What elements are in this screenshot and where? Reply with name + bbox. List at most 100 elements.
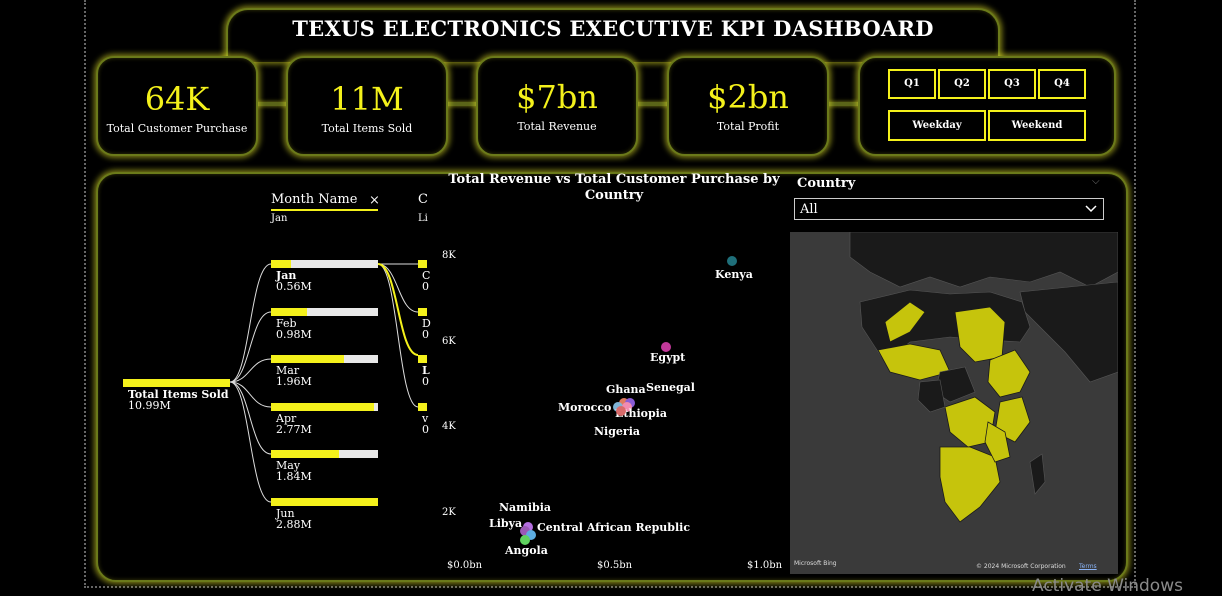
country-dropdown[interactable]: All xyxy=(794,198,1104,220)
decomp-child-label: D xyxy=(422,317,431,330)
decomp-child-bar[interactable] xyxy=(418,403,427,411)
connector xyxy=(443,102,477,106)
scatter-point[interactable] xyxy=(727,256,737,267)
decomp-month-name: Apr xyxy=(276,412,297,425)
map-land-mideast xyxy=(1019,281,1118,383)
decomp-month-bar[interactable] xyxy=(271,260,378,268)
connector xyxy=(633,102,669,106)
y-tick-label: 8K xyxy=(442,250,456,261)
slicer-q4-button[interactable]: Q4 xyxy=(1038,69,1086,99)
scatter-point-label: Ethiopia xyxy=(615,406,667,420)
decomp-link-highlight xyxy=(377,263,419,356)
scatter-point-label: Nigeria xyxy=(594,425,641,439)
decomp-link xyxy=(229,381,272,455)
decomp-month-bar-fill xyxy=(271,308,308,316)
decomp-month-bar-fill xyxy=(271,355,344,363)
decomp-level1-header: Month Name xyxy=(271,192,358,207)
decomp-month-bar-fill xyxy=(271,498,378,506)
kpi-label: Total Revenue xyxy=(517,120,597,133)
decomp-month-name: Jun xyxy=(276,507,295,520)
scatter-point-label: Central African Republic xyxy=(537,521,691,535)
kpi-card-items-sold: 11M Total Items Sold xyxy=(286,56,448,156)
kpi-label: Total Customer Purchase xyxy=(106,122,248,135)
scatter-point[interactable] xyxy=(526,530,536,541)
decomp-month-value: 1.84M xyxy=(276,470,312,483)
decomp-month-bar[interactable] xyxy=(271,308,378,316)
country-filter-title: Country xyxy=(797,176,856,191)
decomp-link xyxy=(377,263,419,408)
canvas-border xyxy=(84,0,1136,588)
scatter-point-label: Egypt xyxy=(650,350,686,364)
scatter-point[interactable] xyxy=(661,341,671,352)
kpi-card-customer-purchase: 64K Total Customer Purchase xyxy=(96,56,258,156)
x-tick-label: $1.0bn xyxy=(747,560,783,571)
slicer-q3-button[interactable]: Q3 xyxy=(988,69,1036,99)
decomp-month-name: Feb xyxy=(276,317,297,330)
decomp-root-value: 10.99M xyxy=(128,399,171,412)
decomp-link xyxy=(229,381,272,408)
scatter-point-label: Angola xyxy=(505,543,548,557)
scatter-point[interactable] xyxy=(520,526,530,537)
map-shapes xyxy=(849,232,1118,523)
kpi-card-revenue: $7bn Total Revenue xyxy=(476,56,638,156)
map-land-highlight xyxy=(984,421,1011,463)
decomp-month-value: 0.98M xyxy=(276,328,312,341)
decomp-clear-icon[interactable]: × xyxy=(369,193,380,208)
decomp-root-label: Total Items Sold xyxy=(128,388,229,401)
decomp-link xyxy=(229,311,272,383)
kpi-value: $2bn xyxy=(707,78,789,116)
x-tick-label: $0.5bn xyxy=(597,560,633,571)
decomp-header-underline xyxy=(271,209,378,211)
slicer-panel: Q1 Q2 Q3 Q4 Weekday Weekend xyxy=(858,56,1116,156)
collapse-chevron-icon[interactable]: ⌵ xyxy=(1092,176,1100,187)
decomp-child-bar[interactable] xyxy=(418,308,427,316)
scatter-point[interactable] xyxy=(520,534,530,545)
decomp-child-value: 0 xyxy=(422,375,429,388)
decomp-link xyxy=(377,263,419,313)
title-banner: TEXUS ELECTRONICS EXECUTIVE KPI DASHBOAR… xyxy=(226,8,1000,62)
map-copyright: © 2024 Microsoft Corporation xyxy=(976,563,1066,570)
decomp-month-bar[interactable] xyxy=(271,498,378,506)
decomp-month-value: 2.77M xyxy=(276,423,312,436)
country-dropdown-value: All xyxy=(800,202,818,217)
decomp-month-bar[interactable] xyxy=(271,355,378,363)
map-land-highlight xyxy=(939,446,1001,523)
decomp-month-bar-fill xyxy=(271,450,340,458)
bing-logo: Microsoft Bing xyxy=(794,560,837,567)
decomp-child-bar[interactable] xyxy=(418,355,427,363)
kpi-value: 11M xyxy=(330,80,404,118)
map-land-highlight xyxy=(954,306,1006,363)
decomp-month-name: Jan xyxy=(276,269,297,282)
decomp-root-bar[interactable] xyxy=(123,379,230,387)
decomp-month-value: 2.88M xyxy=(276,518,312,531)
scatter-point[interactable] xyxy=(616,406,626,417)
slicer-weekend-button[interactable]: Weekend xyxy=(988,110,1086,141)
decomp-month-bar[interactable] xyxy=(271,403,378,411)
decomp-month-bar[interactable] xyxy=(271,450,378,458)
decomp-level2-filter: Li xyxy=(418,213,428,224)
decomp-child-value: 0 xyxy=(422,328,429,341)
scatter-point-label: Namibia xyxy=(499,500,551,514)
decomp-level2-header: C xyxy=(418,192,428,207)
decomp-child-label: L xyxy=(422,364,430,377)
slicer-q1-button[interactable]: Q1 xyxy=(888,69,936,99)
scatter-point[interactable] xyxy=(622,401,632,412)
y-tick-label: 2K xyxy=(442,507,456,518)
scatter-point-label: Ghana xyxy=(606,382,646,396)
windows-activation-watermark: Activate Windows xyxy=(1032,576,1183,596)
scatter-title: Total Revenue vs Total Customer Purchase… xyxy=(448,172,780,203)
decomp-month-name: Mar xyxy=(276,364,300,377)
slicer-weekday-button[interactable]: Weekday xyxy=(888,110,986,141)
slicer-q2-button[interactable]: Q2 xyxy=(938,69,986,99)
kpi-label: Total Profit xyxy=(716,120,780,133)
kpi-card-profit: $2bn Total Profit xyxy=(667,56,829,156)
decomp-child-bar[interactable] xyxy=(418,260,427,268)
map-land-highlight xyxy=(884,301,926,343)
decomp-month-name: May xyxy=(276,459,301,472)
chevron-down-icon xyxy=(1085,205,1097,213)
x-tick-label: $0.0bn xyxy=(447,560,483,571)
decomp-link xyxy=(229,381,272,503)
connector xyxy=(824,102,860,106)
map-terms-link[interactable]: Terms xyxy=(1079,563,1097,570)
africa-map[interactable]: Microsoft Bing © 2024 Microsoft Corporat… xyxy=(790,232,1118,574)
